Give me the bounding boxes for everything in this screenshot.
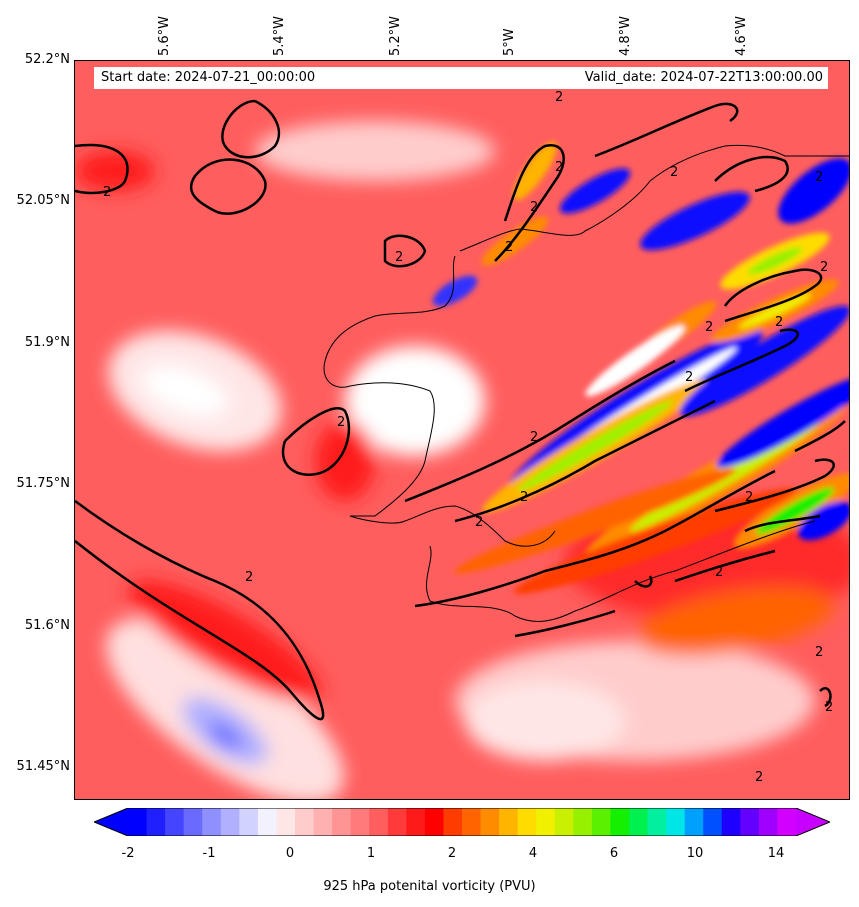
colorbar-tick: 0 bbox=[285, 846, 295, 861]
colorbar-swatch bbox=[146, 808, 166, 836]
contour-label: 2 bbox=[475, 515, 483, 530]
colorbar-title: 925 hPa potenital vorticity (PVU) bbox=[323, 879, 536, 894]
contour-label: 2 bbox=[395, 250, 403, 265]
lat-label-52-05n: 52.05°N bbox=[16, 193, 70, 208]
colorbar-tick: 1 bbox=[366, 846, 376, 861]
colorbar-tick: 10 bbox=[686, 846, 704, 861]
lat-label-52-2n: 52.2°N bbox=[24, 52, 70, 67]
colorbar-swatch bbox=[499, 808, 519, 836]
colorbar-swatch bbox=[406, 808, 426, 836]
colorbar-swatch bbox=[684, 808, 704, 836]
colorbar-tick: 14 bbox=[767, 846, 785, 861]
colorbar-tick: -1 bbox=[202, 846, 216, 861]
pv-shading bbox=[75, 121, 849, 799]
contour-label: 2 bbox=[815, 170, 823, 185]
contour-label: 2 bbox=[755, 770, 763, 785]
lat-label-51-6n: 51.6°N bbox=[24, 618, 70, 633]
contour-label: 2 bbox=[715, 565, 723, 580]
colorbar-swatch bbox=[610, 808, 630, 836]
colorbar-swatch bbox=[591, 808, 611, 836]
lat-label-51-75n: 51.75°N bbox=[16, 476, 70, 491]
colorbar-swatch bbox=[424, 808, 444, 836]
lon-label-5-4w: 5.4°W bbox=[272, 15, 287, 56]
colorbar-swatch bbox=[239, 808, 259, 836]
lat-label-51-9n: 51.9°N bbox=[24, 335, 70, 350]
contour-label: 2 bbox=[670, 165, 678, 180]
colorbar-swatch bbox=[128, 808, 148, 836]
contour-label: 2 bbox=[685, 370, 693, 385]
colorbar-swatch bbox=[666, 808, 686, 836]
colorbar-swatch bbox=[703, 808, 723, 836]
contour-lines bbox=[75, 99, 846, 721]
colorbar-swatch bbox=[350, 808, 370, 836]
colorbar-swatch bbox=[517, 808, 537, 836]
colorbar-swatch bbox=[721, 808, 741, 836]
contour-label: 2 bbox=[825, 700, 833, 715]
contour-label: 2 bbox=[103, 185, 111, 200]
colorbar-swatch bbox=[220, 808, 240, 836]
lon-label-5-2w: 5.2°W bbox=[388, 15, 403, 56]
colorbar-tick: -2 bbox=[121, 846, 135, 861]
colorbar-swatch bbox=[332, 808, 352, 836]
contour-label: 2 bbox=[520, 490, 528, 505]
colorbar-swatch bbox=[554, 808, 574, 836]
lat-label-51-45n: 51.45°N bbox=[16, 759, 70, 774]
colorbar-swatch bbox=[183, 808, 203, 836]
pv-field: 2 2 2 2 2 2 2 2 2 2 2 2 2 2 2 2 2 2 2 2 2 2 bbox=[75, 61, 849, 799]
colorbar-extend-max bbox=[796, 808, 830, 836]
contour-label: 2 bbox=[505, 240, 513, 255]
lon-label-5-6w: 5.6°W bbox=[157, 15, 172, 56]
colorbar-swatch bbox=[629, 808, 649, 836]
contour-label: 2 bbox=[815, 645, 823, 660]
colorbar-swatch bbox=[387, 808, 407, 836]
contour-label: 2 bbox=[775, 315, 783, 330]
lon-label-4-6w: 4.6°W bbox=[734, 15, 749, 56]
colorbar-swatch bbox=[777, 808, 797, 836]
contour-label: 2 bbox=[530, 200, 538, 215]
colorbar-swatch bbox=[740, 808, 760, 836]
colorbar-swatch bbox=[536, 808, 556, 836]
contour-label: 2 bbox=[245, 570, 253, 585]
contour-label: 2 bbox=[555, 160, 563, 175]
colorbar-tick: 4 bbox=[528, 846, 538, 861]
colorbar-swatch bbox=[257, 808, 277, 836]
colorbar-swatch bbox=[573, 808, 593, 836]
colorbar-swatch bbox=[369, 808, 389, 836]
contour-label: 2 bbox=[820, 260, 828, 275]
pv-bands bbox=[432, 141, 849, 594]
colorbar-svg bbox=[92, 807, 832, 837]
start-date-label: Start date: 2024-07-21_00:00:00 bbox=[101, 70, 316, 85]
colorbar-extend-min bbox=[94, 808, 128, 836]
contour-label: 2 bbox=[705, 320, 713, 335]
colorbar-swatch bbox=[758, 808, 778, 836]
colorbar-tick: 2 bbox=[447, 846, 457, 861]
colorbar bbox=[92, 807, 832, 837]
colorbar-swatch bbox=[462, 808, 482, 836]
contour-label: 2 bbox=[337, 415, 345, 430]
colorbar-swatch bbox=[202, 808, 222, 836]
colorbar-swatch bbox=[295, 808, 315, 836]
colorbar-tick: 6 bbox=[609, 846, 619, 861]
colorbar-swatch bbox=[443, 808, 463, 836]
colorbar-swatch bbox=[313, 808, 333, 836]
coastline bbox=[323, 144, 849, 622]
info-bar: Start date: 2024-07-21_00:00:00 Valid_da… bbox=[94, 67, 828, 89]
lon-label-4-8w: 4.8°W bbox=[618, 15, 633, 56]
colorbar-swatch bbox=[165, 808, 185, 836]
colorbar-swatch bbox=[480, 808, 500, 836]
colorbar-swatch bbox=[647, 808, 667, 836]
contour-label: 2 bbox=[530, 430, 538, 445]
contour-label: 2 bbox=[555, 90, 563, 105]
colorbar-swatch bbox=[276, 808, 296, 836]
contour-label: 2 bbox=[745, 490, 753, 505]
potential-vorticity-map: 2 2 2 2 2 2 2 2 2 2 2 2 2 2 2 2 2 2 2 2 2 2 bbox=[74, 60, 850, 800]
lon-label-5w: 5°W bbox=[502, 28, 517, 56]
valid-date-label: Valid_date: 2024-07-22T13:00:00.00 bbox=[584, 70, 823, 85]
